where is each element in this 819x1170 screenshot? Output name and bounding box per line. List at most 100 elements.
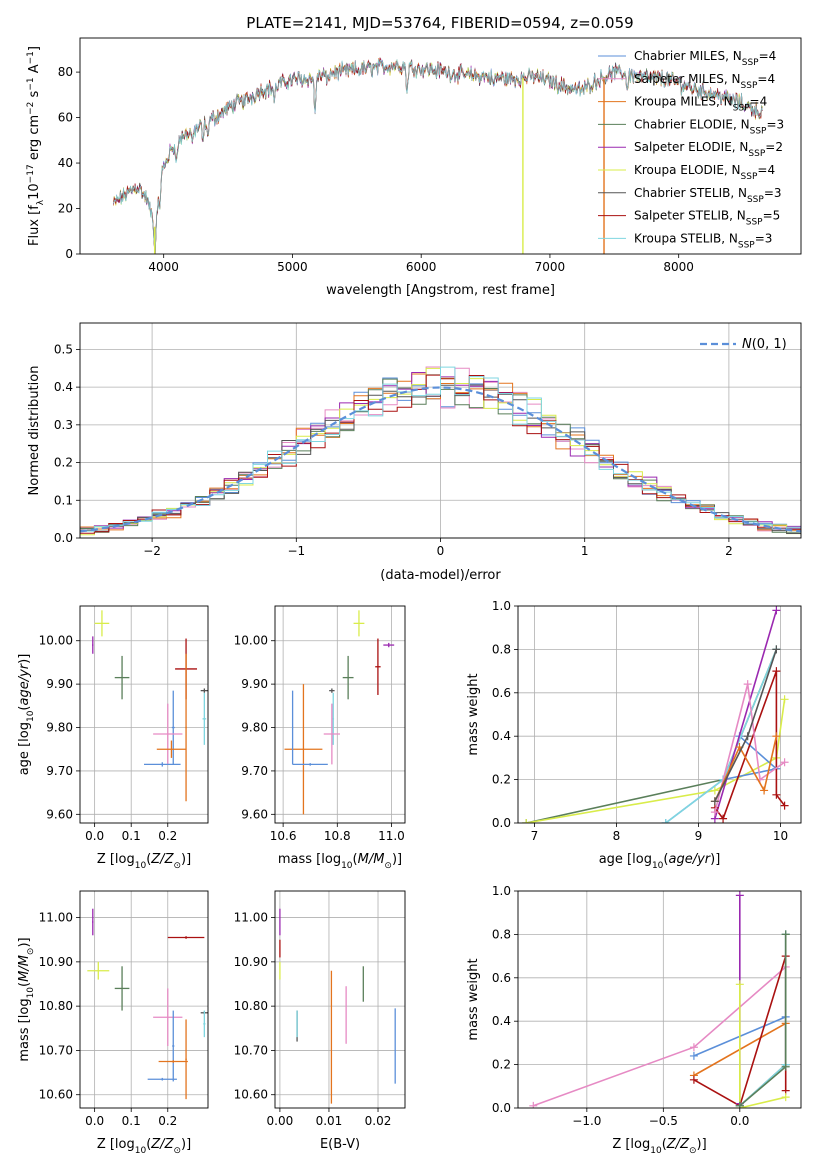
label-part: E(B-V) xyxy=(320,1137,360,1152)
x-tick-label: 0.0 xyxy=(85,829,104,843)
weight-marker xyxy=(719,814,728,823)
label-part: ( xyxy=(146,852,151,867)
y-tick-label: 0.2 xyxy=(492,1058,511,1072)
spectrum-line-chabrier-elodie xyxy=(113,57,763,254)
plot-area xyxy=(284,610,395,815)
weight-marker xyxy=(780,695,789,704)
label-part: SSP xyxy=(746,218,763,228)
weight-line-kroupa-elodie xyxy=(739,984,786,1108)
x-tick-label: 7 xyxy=(531,829,539,843)
y-tick-label: 0.3 xyxy=(54,418,73,432)
label-part: Z/Z xyxy=(150,1137,174,1152)
label-part: =3 xyxy=(766,117,784,131)
label-part: erg cm xyxy=(27,115,42,164)
y-tick-label: 0.0 xyxy=(492,816,511,830)
plot-area xyxy=(522,606,789,823)
y-tick-label: 10.60 xyxy=(39,1088,73,1102)
label-part: ⊙ xyxy=(173,861,181,871)
y-tick-label: 10.60 xyxy=(234,1088,268,1102)
weight-line-salpeter-miles xyxy=(533,966,787,1107)
axes-frame xyxy=(79,322,802,539)
legend-entry: Chabrier MILES, NSSP=4 xyxy=(634,49,776,68)
histogram-salpeter-stelib xyxy=(80,374,801,534)
label-part: Chabrier ELODIE, N xyxy=(634,117,750,131)
y-tick-label: 80 xyxy=(58,65,73,79)
age-vs-mass-plot: 10.6 10.8 11.0 9.60 9.70 9.80 9.90 10.00 mass [l… xyxy=(234,605,406,871)
weight-marker xyxy=(735,1101,744,1108)
weight-marker xyxy=(735,980,744,989)
axes-frame xyxy=(274,890,406,1109)
x-tick-label: 0.1 xyxy=(122,829,141,843)
x-tick-label: −1.0 xyxy=(572,1114,601,1128)
y-tick-label: 0.8 xyxy=(492,642,511,656)
weight-marker xyxy=(772,606,781,615)
label-part: Z/Z xyxy=(150,852,174,867)
label-part: =5 xyxy=(763,209,781,223)
label-part: SSP xyxy=(748,149,765,159)
label-part: ⊙ xyxy=(26,948,36,956)
label-part: =4 xyxy=(757,72,775,86)
x-axis-label: age [log10(age/yr)] xyxy=(599,852,721,871)
weight-marker xyxy=(772,790,781,799)
residual-histogram-plot: −2 −1 0 1 2 0.0 0.1 0.2 0.3 0.4 0.5 (data-model)/er… xyxy=(27,322,802,583)
plot-area xyxy=(529,891,790,1108)
label-part: ⊙ xyxy=(384,861,392,871)
x-tick-label: 7000 xyxy=(535,260,566,274)
y-tick-label: 9.70 xyxy=(46,764,73,778)
y-tick-label: 9.90 xyxy=(241,677,268,691)
spectrum-line-salpeter-stelib xyxy=(113,57,763,254)
y-tick-label: 10.00 xyxy=(234,634,268,648)
weight-marker xyxy=(689,1051,698,1060)
weight-marker xyxy=(781,930,790,939)
y-tick-label: 0.4 xyxy=(54,380,73,394)
spectrum-line-chabrier-stelib xyxy=(113,59,763,252)
y-tick-label: 0.1 xyxy=(54,493,73,507)
label-part: SSP xyxy=(741,172,758,182)
label-part: ( xyxy=(17,982,32,987)
weight-marker xyxy=(781,1062,790,1071)
label-part: Salpeter ELODIE, N xyxy=(634,140,748,154)
x-tick-label: 0.01 xyxy=(316,1114,343,1128)
label-part: Kroupa STELIB, N xyxy=(634,231,738,245)
y-tick-label: 0.0 xyxy=(492,1101,511,1115)
weight-line-kroupa-elodie xyxy=(526,699,786,823)
axes-frame xyxy=(79,605,209,824)
x-axis-label: (data-model)/error xyxy=(380,568,501,583)
y-axis-label: Normed distribution xyxy=(27,366,42,496)
x-axis-label: wavelength [Angstrom, rest frame] xyxy=(326,283,555,298)
weight-marker xyxy=(661,819,670,823)
x-tick-label: 10 xyxy=(773,829,788,843)
label-part: mass [log xyxy=(278,852,341,867)
plot-area xyxy=(92,610,208,802)
weight-line-salpeter-elodie xyxy=(714,610,778,819)
y-axis-label: Flux [fλ10−17 erg cm−2 s−1 A−1] xyxy=(26,46,46,246)
label-part: M/M xyxy=(17,955,32,982)
plot-area xyxy=(87,908,208,1100)
y-tick-label: 10.00 xyxy=(39,634,73,648)
x-tick-label: −2 xyxy=(143,544,161,558)
label-part: 10 xyxy=(650,1146,662,1156)
label-part: ( xyxy=(663,852,668,867)
label-part: M/M xyxy=(358,852,385,867)
label-part: 10 xyxy=(341,861,353,871)
label-part: λ xyxy=(36,199,46,205)
label-part: 10 xyxy=(26,710,36,722)
label-part: Chabrier STELIB, N xyxy=(634,186,747,200)
weight-line-kroupa-miles xyxy=(714,736,778,802)
y-tick-label: 1.0 xyxy=(492,884,511,898)
label-part: =4 xyxy=(757,163,775,177)
axes-frame xyxy=(274,605,406,824)
y-tick-label: 0.6 xyxy=(492,686,511,700)
label-part: Kroupa ELODIE, N xyxy=(634,163,741,177)
label-part: age [log xyxy=(599,852,652,867)
y-tick-label: 9.60 xyxy=(241,807,268,821)
x-tick-label: 0.2 xyxy=(158,829,177,843)
y-tick-label: 11.00 xyxy=(39,911,73,925)
label-part: SSP xyxy=(747,195,764,205)
label-part: SSP xyxy=(741,81,758,91)
axes-frame xyxy=(79,37,802,255)
label-part: )] xyxy=(181,852,191,867)
y-axis-label: mass [log10(M/M⊙)] xyxy=(17,937,36,1061)
plot-area xyxy=(113,57,763,254)
